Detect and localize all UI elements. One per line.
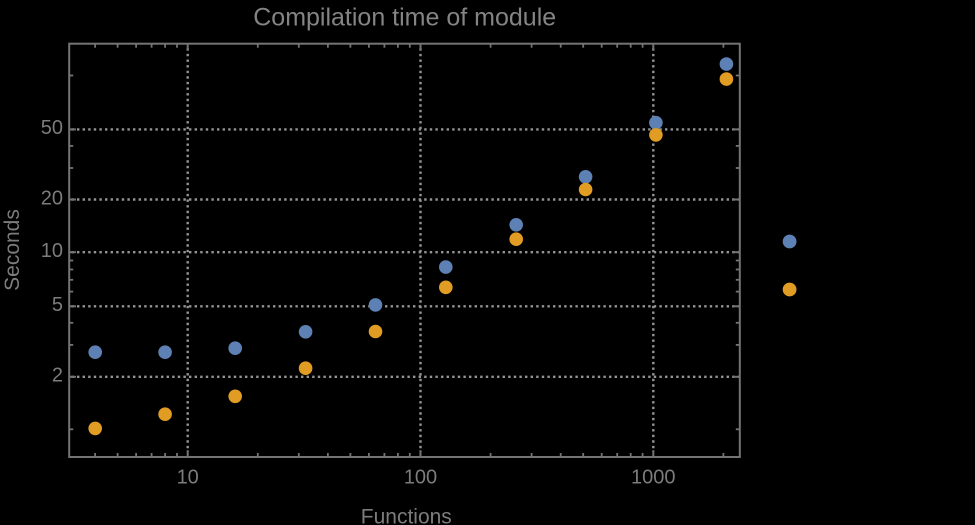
svg-text:1000: 1000	[631, 467, 676, 489]
svg-text:20: 20	[41, 187, 63, 209]
svg-text:10: 10	[177, 467, 199, 489]
svg-text:50: 50	[41, 117, 63, 139]
svg-text:Functions: Functions	[361, 505, 452, 525]
svg-text:Compilation time of module: Compilation time of module	[253, 4, 556, 32]
svg-text:100: 100	[404, 467, 437, 489]
svg-text:5: 5	[52, 294, 63, 316]
svg-text:2: 2	[52, 365, 63, 387]
svg-text:Seconds: Seconds	[1, 209, 24, 291]
svg-text:10: 10	[41, 240, 63, 262]
